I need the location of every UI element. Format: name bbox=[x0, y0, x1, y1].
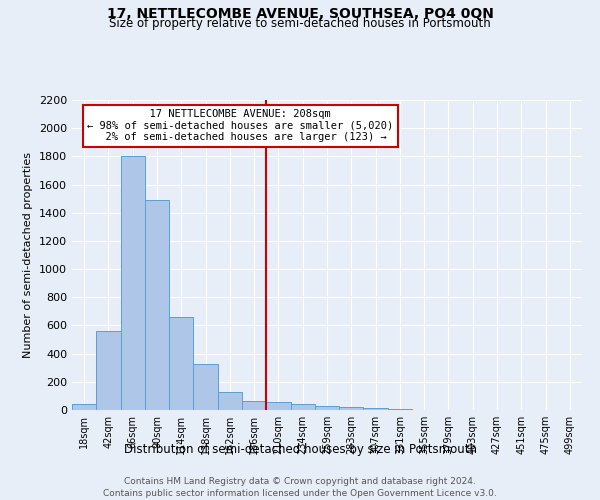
Bar bbox=[121, 156, 145, 410]
Bar bbox=[169, 317, 193, 410]
Bar bbox=[339, 407, 364, 410]
Bar bbox=[72, 404, 96, 410]
Bar bbox=[193, 364, 218, 410]
Text: Contains public sector information licensed under the Open Government Licence v3: Contains public sector information licen… bbox=[103, 489, 497, 498]
Bar bbox=[364, 408, 388, 410]
Text: Size of property relative to semi-detached houses in Portsmouth: Size of property relative to semi-detach… bbox=[109, 18, 491, 30]
Text: 17, NETTLECOMBE AVENUE, SOUTHSEA, PO4 0QN: 17, NETTLECOMBE AVENUE, SOUTHSEA, PO4 0Q… bbox=[107, 8, 493, 22]
Bar bbox=[266, 402, 290, 410]
Bar bbox=[315, 406, 339, 410]
Text: Contains HM Land Registry data © Crown copyright and database right 2024.: Contains HM Land Registry data © Crown c… bbox=[124, 478, 476, 486]
Y-axis label: Number of semi-detached properties: Number of semi-detached properties bbox=[23, 152, 34, 358]
Bar bbox=[145, 200, 169, 410]
Bar bbox=[218, 392, 242, 410]
Text: Distribution of semi-detached houses by size in Portsmouth: Distribution of semi-detached houses by … bbox=[124, 442, 476, 456]
Text: 17 NETTLECOMBE AVENUE: 208sqm  
← 98% of semi-detached houses are smaller (5,020: 17 NETTLECOMBE AVENUE: 208sqm ← 98% of s… bbox=[87, 110, 394, 142]
Bar bbox=[242, 401, 266, 410]
Bar bbox=[96, 331, 121, 410]
Bar bbox=[388, 408, 412, 410]
Bar bbox=[290, 404, 315, 410]
